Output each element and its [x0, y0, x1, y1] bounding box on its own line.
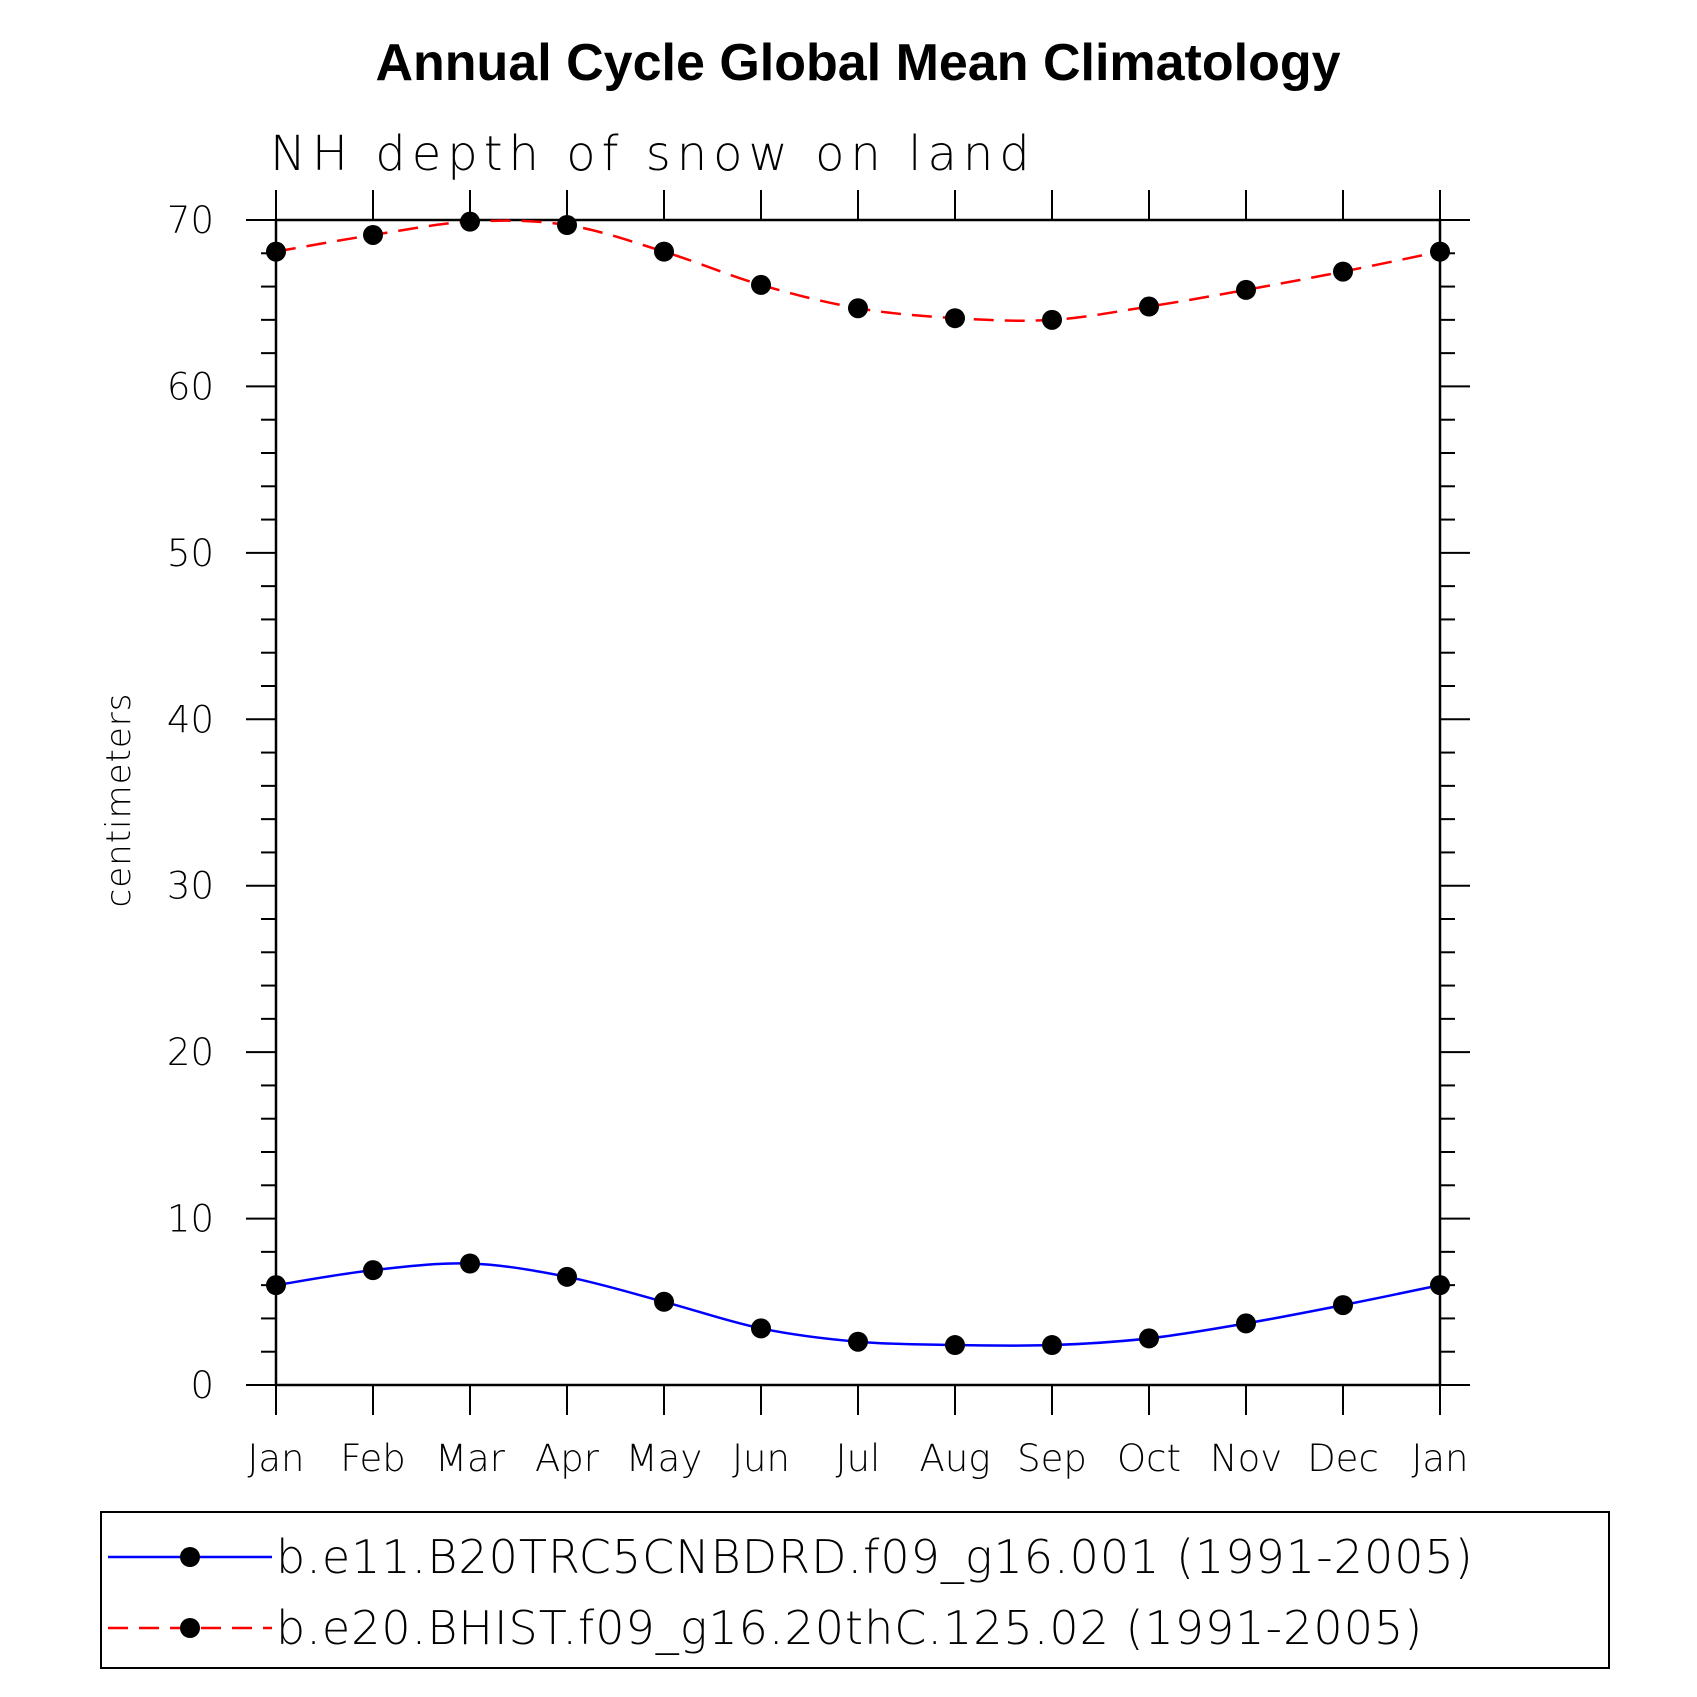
y-axis: 0 10 20 30 40 50 60 70 — [167, 199, 1470, 1407]
series-layer — [266, 211, 1450, 1356]
data-point — [1430, 241, 1450, 262]
y-axis-label: centimeters — [99, 693, 139, 908]
data-point — [1139, 1328, 1159, 1349]
x-tick-label: May — [626, 1437, 703, 1480]
legend-marker — [180, 1618, 200, 1638]
y-tick-label: 60 — [167, 365, 214, 408]
data-point — [460, 211, 480, 232]
data-point — [751, 274, 771, 295]
data-point — [1139, 296, 1159, 317]
data-point — [1333, 1295, 1353, 1316]
x-tick-label: Jul — [836, 1437, 881, 1480]
data-point — [1236, 279, 1256, 300]
x-tick-label: Feb — [340, 1437, 406, 1480]
x-axis: Jan Feb Mar Apr May Jun Jul Aug Sep Oct Nov Dec Jan — [247, 190, 1469, 1480]
data-point — [266, 241, 286, 262]
data-point — [363, 1260, 383, 1281]
x-tick-label: Sep — [1017, 1437, 1087, 1480]
data-point — [751, 1318, 771, 1339]
y-tick-label: 40 — [167, 698, 214, 741]
y-tick-label: 70 — [167, 199, 214, 242]
data-point — [460, 1253, 480, 1274]
legend-item: b.e20.BHIST.f09_g16.20thC.125.02 (1991-2… — [108, 1601, 1423, 1655]
series-1 — [266, 1253, 1450, 1356]
series-2 — [266, 211, 1450, 330]
data-point — [1430, 1275, 1450, 1296]
data-point — [654, 1291, 674, 1312]
plot-frame — [274, 218, 1442, 1387]
data-point — [557, 214, 577, 235]
chart-subtitle: NH depth of snow on land — [270, 126, 1036, 182]
data-point — [1236, 1313, 1256, 1334]
plot-border — [274, 218, 1442, 1387]
legend-item: b.e11.B20TRC5CNBDRD.f09_g16.001 (1991-20… — [108, 1530, 1474, 1584]
y-tick-label: 20 — [167, 1031, 214, 1074]
x-tick-label: Jan — [1411, 1437, 1468, 1480]
x-tick-label: Jan — [247, 1437, 304, 1480]
legend: b.e11.B20TRC5CNBDRD.f09_g16.001 (1991-20… — [100, 1511, 1610, 1669]
x-tick-label: Dec — [1307, 1437, 1379, 1480]
legend-label: b.e11.B20TRC5CNBDRD.f09_g16.001 (1991-20… — [276, 1530, 1474, 1584]
x-tick-label: Oct — [1117, 1437, 1181, 1480]
y-tick-label: 30 — [167, 865, 214, 908]
data-point — [848, 298, 868, 319]
chart-title: Annual Cycle Global Mean Climatology — [375, 34, 1340, 92]
legend-label: b.e20.BHIST.f09_g16.20thC.125.02 (1991-2… — [276, 1601, 1423, 1655]
x-tick-label: Apr — [535, 1437, 600, 1480]
x-tick-label: Jun — [732, 1437, 790, 1480]
data-point — [1333, 261, 1353, 282]
legend-box — [100, 1511, 1610, 1669]
data-point — [1042, 1335, 1062, 1356]
data-point — [848, 1331, 868, 1352]
x-tick-label: Nov — [1210, 1437, 1282, 1480]
data-point — [557, 1266, 577, 1287]
data-point — [945, 308, 965, 329]
x-tick-label: Aug — [920, 1437, 991, 1480]
x-tick-label: Mar — [435, 1437, 506, 1480]
legend-marker — [180, 1547, 200, 1567]
data-point — [945, 1335, 965, 1356]
y-tick-label: 0 — [190, 1364, 214, 1407]
data-point — [266, 1275, 286, 1296]
y-tick-label: 50 — [167, 532, 214, 575]
y-tick-label: 10 — [167, 1198, 214, 1241]
data-point — [654, 241, 674, 262]
data-point — [363, 224, 383, 245]
data-point — [1042, 309, 1062, 330]
